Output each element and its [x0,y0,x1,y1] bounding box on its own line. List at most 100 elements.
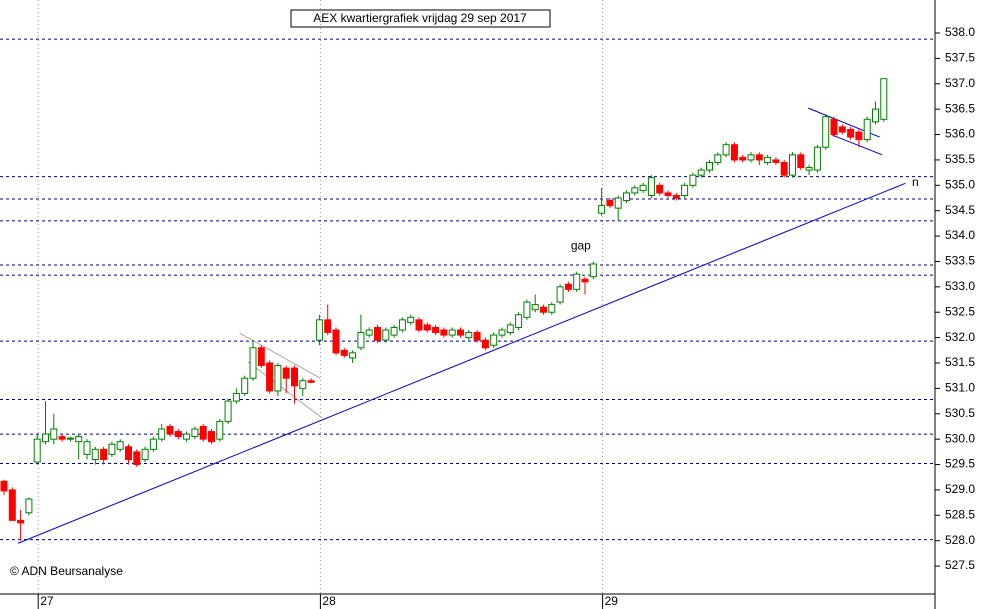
y-tick-label: 533.5 [945,254,975,268]
candle-body [747,154,755,161]
candle-body [714,154,722,163]
annotation: gap [571,238,591,252]
candle-body [141,448,149,460]
y-tick-label: 537.5 [945,51,975,65]
candle-body [291,367,298,387]
candle-body [822,116,830,148]
candle-body [830,118,838,136]
candle-body [75,436,83,443]
candle-body [266,362,274,392]
y-tick-label: 528.0 [945,533,975,547]
candle-body [656,184,664,194]
candle-body [382,329,390,341]
candle-body [639,184,647,191]
y-tick-label: 535.0 [945,177,975,191]
candle-body [548,304,556,313]
trend-line [832,134,883,156]
candle-body [8,489,16,521]
candle-body [423,324,431,331]
candle-body [33,438,41,463]
y-tick-label: 535.5 [945,152,975,166]
candle-body [780,161,788,176]
candle-body [390,326,398,336]
candle-body [158,428,166,440]
y-tick-label: 527.5 [945,558,975,572]
candle-body [490,334,498,346]
candle-body [224,400,232,422]
candle-body [50,428,58,440]
candle-body [872,108,879,123]
candle-body [805,167,813,171]
candle-body [465,332,473,339]
candle-body [664,192,672,196]
candle-body [647,177,655,196]
candle-body [515,314,523,328]
y-tick-label: 536.5 [945,101,975,115]
candle-body [282,367,290,379]
candle-body [324,319,332,334]
candle-body [540,306,547,313]
candle-body [432,326,440,334]
candle-body [183,433,191,440]
candle-body [191,428,199,438]
candle-body [813,146,821,171]
candle-body [208,431,215,443]
candle-body [789,154,796,176]
candle-body [689,174,697,186]
candle-body [448,329,456,336]
y-tick-label: 531.0 [945,381,975,395]
candle-body [42,433,49,443]
candle-body [25,498,33,514]
candle-body [739,156,747,161]
annotation: n [912,175,919,189]
candle-body [232,392,240,402]
candle-body [797,154,805,169]
y-tick-label: 538.0 [945,25,975,39]
candle-body [755,154,763,161]
candle-body [116,441,124,450]
candle-body [697,169,705,176]
y-tick-label: 529.0 [945,482,975,496]
candle-body [847,128,855,138]
candle-body [457,329,464,336]
candle-body [340,349,348,356]
candle-body [531,304,539,311]
y-tick-label: 537.0 [945,76,975,90]
candle-body [598,205,606,214]
candle-body [100,448,108,460]
candle-body [672,194,680,199]
chart-title: AEX kwartiergrafiek vrijdag 29 sep 2017 [313,11,527,25]
trend-line [247,361,323,419]
candle-body [58,436,66,440]
x-tick-label: 28 [322,594,336,608]
candle-body [623,192,630,202]
candle-body [216,420,224,440]
candle-body [722,144,730,156]
candle-body [91,448,99,460]
candle-body [349,352,357,359]
x-tick-label: 27 [40,594,54,608]
candle-body [17,519,25,524]
candle-body [299,380,307,389]
title-box [290,9,551,28]
candle-body [855,131,863,141]
candle-body [863,118,871,141]
candle-body [125,446,132,460]
candle-body [166,425,174,435]
candle-body [66,437,74,440]
candle-body [0,480,8,492]
candle-body [398,319,406,331]
candle-body [315,319,323,341]
candle-body [307,380,315,383]
candle-body [506,324,514,334]
candle-body [880,78,888,120]
y-tick-label: 530.5 [945,406,975,420]
candle-body [481,339,489,349]
candle-body [257,347,265,367]
candle-body [581,278,589,283]
candle-body [631,187,639,194]
candle-body [764,156,772,163]
candle-body [374,326,381,341]
y-tick-label: 533.0 [945,279,975,293]
